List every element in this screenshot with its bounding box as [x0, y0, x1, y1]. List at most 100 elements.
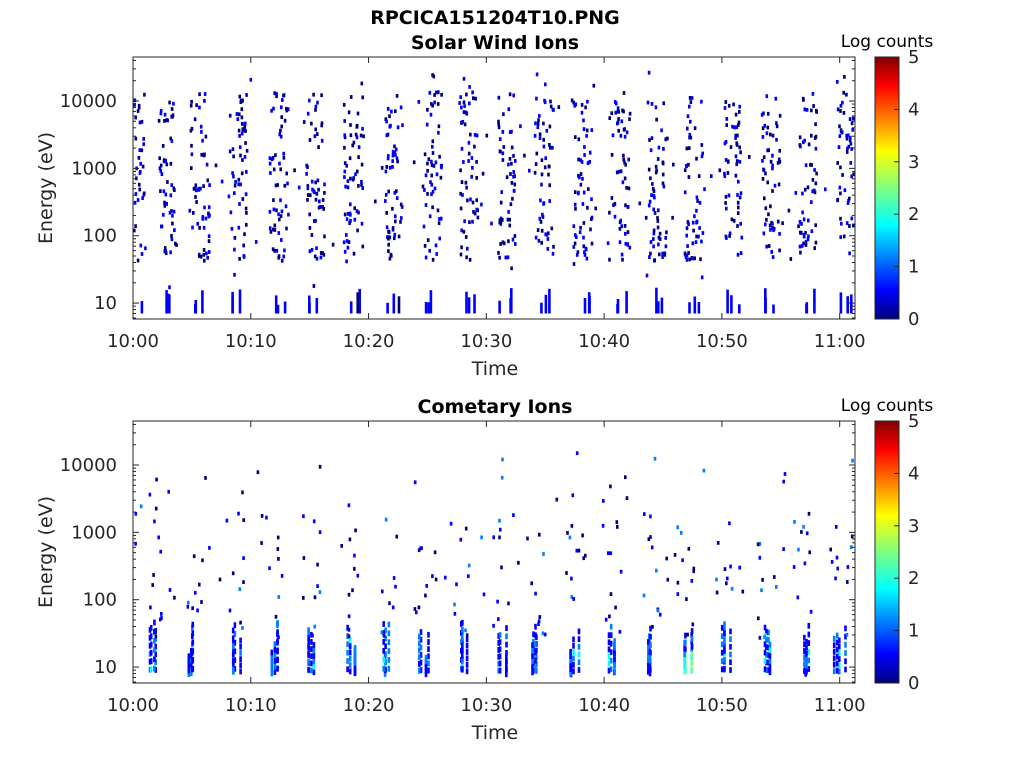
spectrogram-cell [504, 255, 508, 260]
spectrogram-cell [701, 151, 704, 156]
spectrogram-cell [767, 667, 770, 674]
spectrogram-cell [545, 128, 549, 133]
spectrogram-cell [519, 124, 522, 129]
spectrogram-cell [642, 593, 646, 598]
spectrogram-cell [461, 650, 464, 657]
spectrogram-cell [845, 221, 849, 225]
spectrogram-cell [513, 234, 517, 238]
spectrogram-cell [276, 647, 279, 654]
spectrogram-cell [533, 170, 537, 175]
spectrogram-cell [231, 659, 235, 665]
spectrogram-cell [158, 617, 162, 622]
spectrogram-cell [315, 191, 319, 196]
spectrogram-cell [345, 217, 349, 222]
spectrogram-cell [733, 125, 736, 130]
spectrogram-cell [319, 251, 323, 255]
spectrogram-cell [480, 535, 483, 540]
spectrogram-cell [417, 548, 421, 553]
spectrogram-cell [765, 94, 769, 99]
spectrogram-cell [607, 667, 611, 674]
spectrogram-cell [155, 477, 158, 482]
spectrogram-cell [149, 658, 153, 664]
spectrogram-cell [273, 641, 277, 647]
spectrogram-cell [460, 105, 463, 110]
spectrogram-cell [764, 222, 767, 227]
spectrogram-cell [528, 168, 531, 173]
spectrogram-cell [187, 653, 191, 660]
spectrogram-cell [134, 224, 137, 228]
spectrogram-cell [689, 135, 693, 140]
spectrogram-cell [502, 112, 505, 117]
spectrogram-cell [618, 240, 622, 245]
spectrogram-cell [385, 119, 388, 124]
spectrogram-cell [775, 124, 779, 129]
spectrogram-cell [534, 235, 538, 240]
spectrogram-cell [241, 158, 244, 162]
spectrogram-cell [348, 643, 352, 649]
spectrogram-cell [273, 646, 277, 653]
spectrogram-cell [388, 124, 392, 129]
spectrogram-cell [313, 134, 317, 139]
spectrogram-cell [695, 156, 698, 161]
spectrogram-cell [391, 153, 395, 158]
spectrogram-cell [136, 258, 140, 263]
spectrogram-cell [426, 238, 430, 242]
spectrogram-cell [134, 192, 138, 196]
spectrogram-cell [276, 629, 279, 636]
spectrogram-cell [140, 148, 144, 153]
spectrogram-cell [173, 228, 176, 232]
spectrogram-cell [388, 256, 392, 261]
spectrogram-cell [283, 183, 287, 188]
spectrogram-cell [688, 257, 691, 262]
spectrogram-cell [850, 534, 854, 539]
spectrogram-cell [287, 212, 290, 217]
spectrogram-cell [160, 224, 163, 229]
spectrogram-cell [765, 667, 768, 673]
spectrogram-cell [207, 239, 211, 243]
spectrogram-cell [850, 294, 853, 314]
spectrogram-cell [767, 212, 770, 217]
spectrogram-cell [685, 258, 689, 262]
spectrogram-cell [695, 234, 698, 239]
spectrogram-cell [570, 576, 573, 581]
spectrogram-cell [354, 528, 357, 533]
spectrogram-cell [700, 275, 704, 280]
spectrogram-cell [651, 625, 654, 629]
spectrogram-cell [204, 216, 208, 221]
spectrogram-cell [565, 571, 568, 575]
spectrogram-cell [357, 145, 361, 149]
spectrogram-cell [351, 143, 354, 148]
spectrogram-cell [240, 121, 244, 126]
spectrogram-cell [765, 636, 768, 643]
spectrogram-cell [661, 255, 664, 259]
spectrogram-cell [159, 549, 162, 554]
spectrogram-cell [468, 220, 471, 225]
spectrogram-cell [836, 80, 839, 84]
spectrogram-cell [771, 221, 774, 226]
spectrogram-cell [431, 73, 434, 77]
spectrogram-cell [360, 162, 364, 167]
spectrogram-cell [239, 643, 242, 650]
spectrogram-cell [546, 247, 550, 251]
spectrogram-cell [276, 638, 279, 645]
spectrogram-cell [689, 119, 692, 124]
spectrogram-cell [807, 218, 810, 223]
spectrogram-cell [647, 70, 651, 75]
spectrogram-cell [758, 555, 762, 560]
spectrogram-cell [627, 186, 631, 191]
spectrogram-cell [627, 157, 630, 162]
spectrogram-cell [548, 124, 552, 129]
spectrogram-cell [809, 162, 812, 167]
spectrogram-cell [239, 620, 242, 625]
spectrogram-cell [778, 232, 781, 236]
spectrogram-cell [692, 228, 695, 233]
spectrogram-cell [308, 249, 312, 254]
spectrogram-cell [275, 94, 278, 99]
spectrogram-cell [208, 183, 211, 187]
spectrogram-cell [771, 133, 775, 138]
spectrogram-cell [284, 204, 288, 209]
spectrogram-cells-solar-wind [133, 70, 855, 314]
spectrogram-cell [492, 623, 495, 628]
spectrogram-cell [691, 256, 694, 261]
spectrogram-cell [582, 118, 585, 123]
